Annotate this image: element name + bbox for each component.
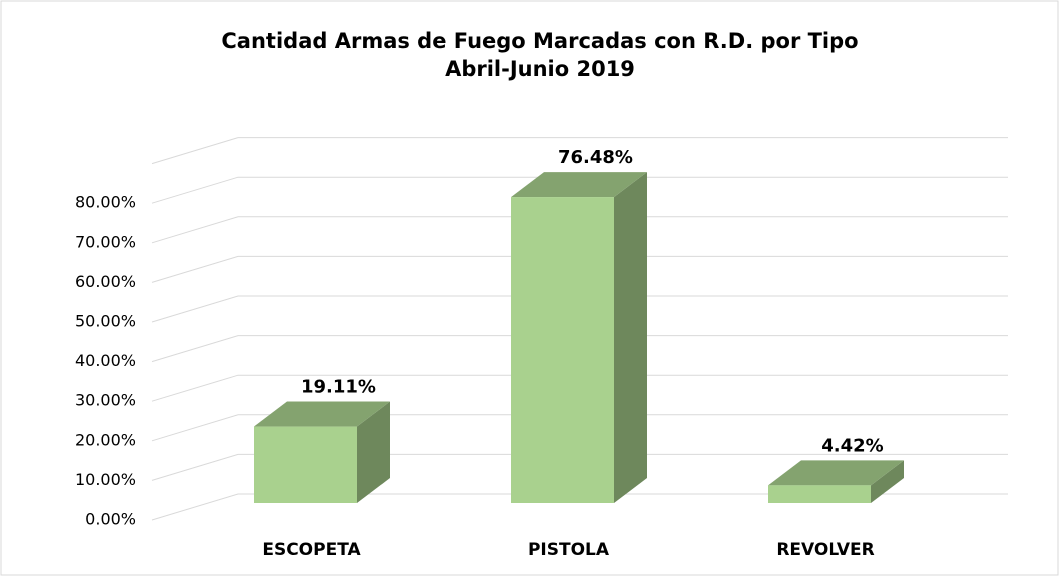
y-tick-label: 70.00% [75,232,136,251]
grid-line [151,216,1008,244]
y-tick-label: 60.00% [75,272,136,291]
y-tick-label: 0.00% [85,510,136,529]
data-label: 76.48% [558,147,633,168]
grid-line [151,493,1008,521]
data-label: 4.42% [821,435,883,456]
x-tick-label: REVOLVER [776,540,874,560]
y-tick-label: 30.00% [75,391,136,410]
bar-top [254,401,390,427]
data-label: 19.11% [301,377,376,398]
wall-edge [151,137,239,165]
bar [254,426,357,503]
bar-top [768,460,904,486]
grid-line [151,374,1008,402]
grid-line [151,414,1008,442]
grid-line [151,295,1008,323]
y-tick-label: 20.00% [75,430,136,449]
grid-line [151,453,1008,481]
grid-line [151,335,1008,363]
bar [768,485,871,503]
bar [511,197,614,503]
y-tick-label: 10.00% [75,470,136,489]
x-tick-label: PISTOLA [528,540,610,560]
chart-subtitle: Abril-Junio 2019 [445,57,635,81]
grid-line [151,176,1008,204]
grid-line [151,255,1008,283]
y-tick-label: 80.00% [75,193,136,212]
bar-side [871,460,904,503]
bar-side [357,401,390,503]
chart-title: Cantidad Armas de Fuego Marcadas con R.D… [221,29,858,53]
bar-side [614,172,647,503]
x-tick-label: ESCOPETA [262,540,361,560]
y-tick-label: 50.00% [75,312,136,331]
y-tick-label: 40.00% [75,351,136,370]
bar-top [511,172,647,198]
